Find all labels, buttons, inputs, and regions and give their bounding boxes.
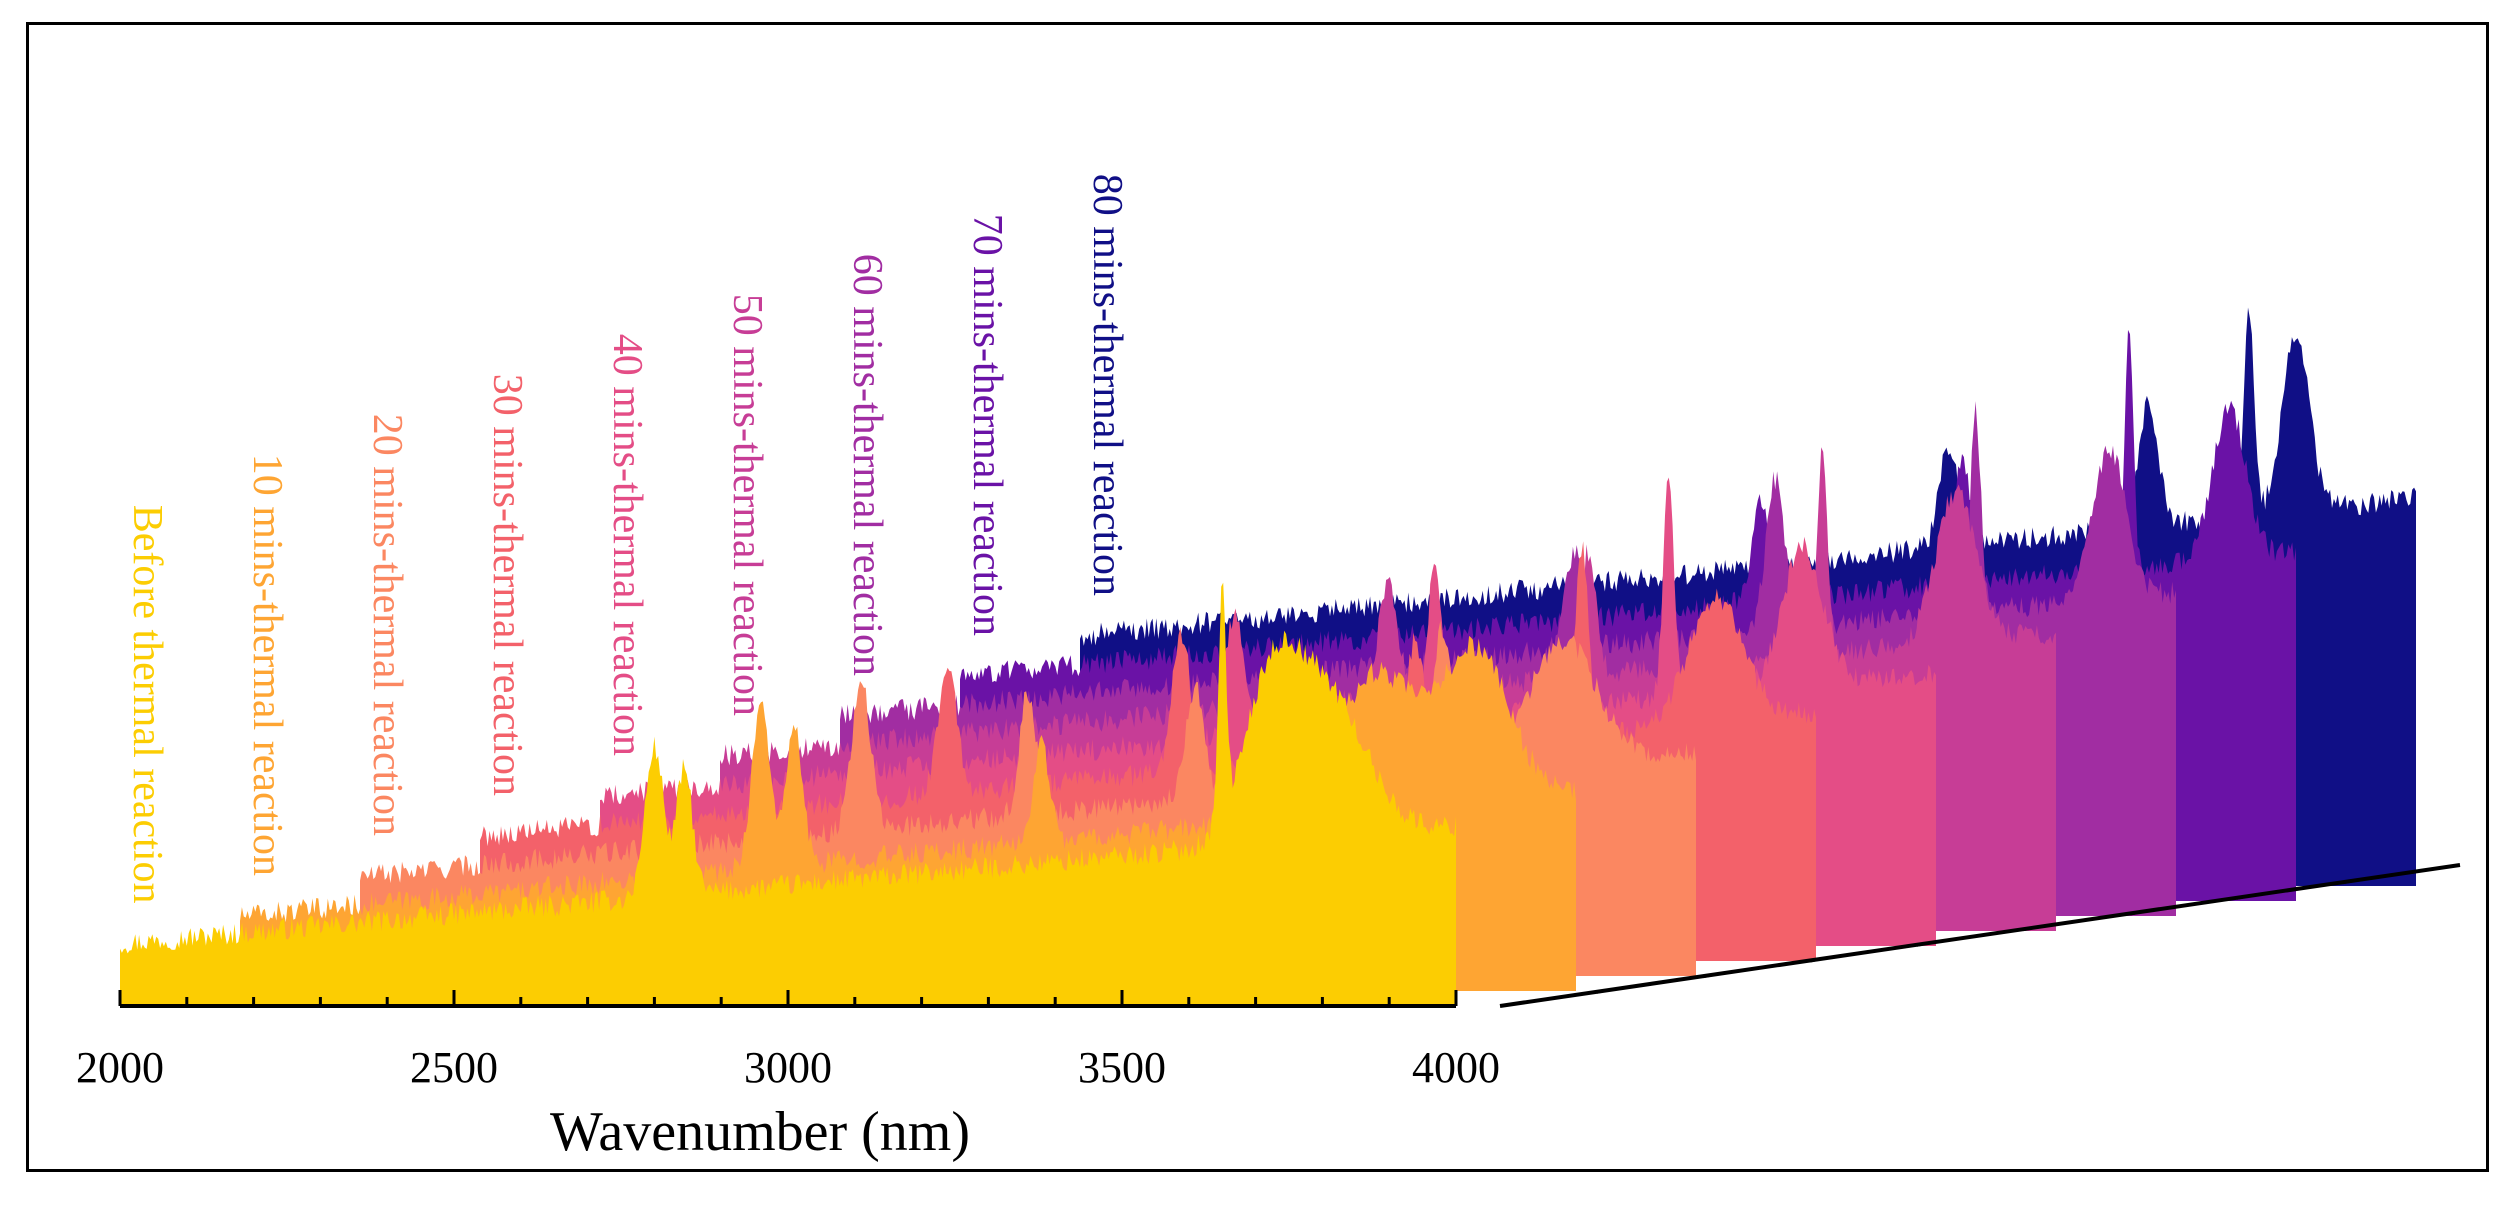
series-area-0 bbox=[120, 582, 1456, 1006]
x-axis-title: Wavenumber (nm) bbox=[550, 1101, 970, 1163]
x-tick-label: 4000 bbox=[1412, 1043, 1500, 1092]
series-label-6: 60 mins-thermal reaction bbox=[844, 254, 890, 676]
series-label-5: 50 mins-thermal reaction bbox=[724, 294, 770, 716]
series-layer bbox=[120, 307, 2416, 1006]
depth-tick bbox=[1809, 957, 1821, 963]
series-label-8: 80 mins-thermal reaction bbox=[1084, 174, 1130, 596]
tick-layer: 2000 2500 3000 3500 4000 bbox=[76, 879, 2354, 1092]
series-label-1: 10 mins-thermal reaction bbox=[244, 454, 290, 876]
series-label-0: Before thermal reaction bbox=[124, 505, 170, 904]
series-label-7: 70 mins-thermal reaction bbox=[964, 214, 1010, 636]
x-tick-label: 3000 bbox=[744, 1043, 832, 1092]
depth-tick bbox=[2023, 926, 2034, 932]
depth-tick bbox=[1703, 973, 1714, 979]
depth-tick bbox=[1596, 988, 1607, 994]
depth-tick bbox=[2129, 910, 2141, 916]
series-label-3: 30 mins-thermal reaction bbox=[484, 374, 530, 796]
series-label-layer: 80 mins-thermal reaction 70 mins-thermal … bbox=[124, 174, 1130, 904]
series-label-2: 20 mins-thermal reaction bbox=[364, 414, 410, 836]
depth-tick bbox=[2236, 894, 2247, 900]
depth-tick bbox=[1916, 941, 1927, 947]
depth-tick bbox=[2343, 879, 2354, 885]
depth-axis-line bbox=[1499, 863, 2461, 1008]
series-label-4: 40 mins-thermal reaction bbox=[604, 334, 650, 756]
x-tick-label: 3500 bbox=[1078, 1043, 1166, 1092]
x-tick-label: 2000 bbox=[76, 1043, 164, 1092]
x-tick-label: 2500 bbox=[410, 1043, 498, 1092]
